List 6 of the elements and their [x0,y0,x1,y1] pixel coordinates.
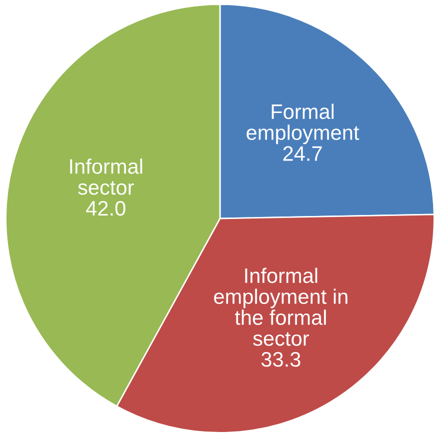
data-label: 33.3 [261,352,300,367]
slice-label: Informal sector [70,158,142,195]
data-label: 42.0 [86,200,126,216]
slice-label: Formal employment [246,104,360,144]
data-label: 24.7 [283,146,322,161]
slice-label: Informal employment in the formal sector [214,268,348,346]
